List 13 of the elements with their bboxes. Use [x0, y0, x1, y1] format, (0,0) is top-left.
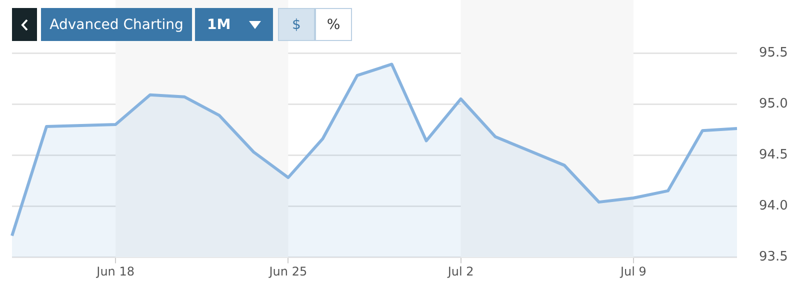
period-dropdown: 1M	[195, 8, 273, 41]
x-tick-label: Jun 25	[268, 264, 308, 279]
y-tick-label: 93.5	[759, 250, 788, 265]
y-tick-label: 95.0	[759, 96, 788, 112]
advanced-charting-button: Advanced Charting	[41, 8, 192, 41]
x-tick-label: Jul 2	[446, 264, 474, 279]
y-tick-label: 94.5	[759, 147, 788, 162]
y-tick-label: 95.5	[759, 45, 788, 60]
percent-toggle: %	[315, 8, 352, 41]
dollar-toggle: $	[278, 8, 315, 41]
x-tick-label: Jun 18	[96, 264, 134, 279]
x-tick-label: Jul 9	[619, 264, 646, 279]
y-tick-label: 94.0	[759, 198, 788, 214]
